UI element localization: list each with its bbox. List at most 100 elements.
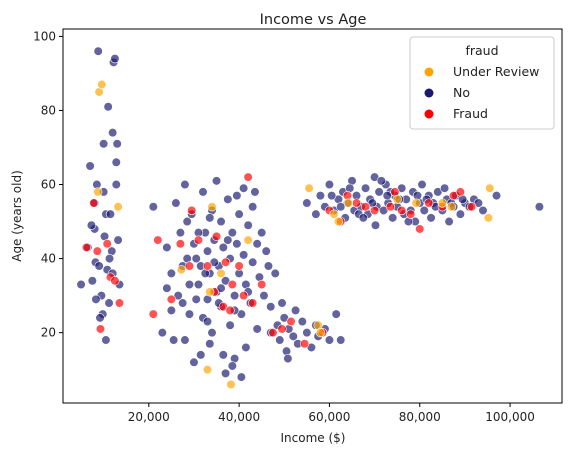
point-fraud — [257, 279, 267, 290]
point-no — [112, 139, 122, 149]
point-no — [99, 139, 109, 149]
point-no — [491, 191, 502, 201]
point-fraud — [234, 261, 244, 271]
point-no — [239, 250, 249, 260]
point-no — [439, 183, 450, 193]
y-tick-label: 40 — [41, 252, 56, 266]
point-no — [162, 283, 172, 293]
point-no — [417, 179, 427, 190]
legend-label-under-review: Under Review — [453, 64, 539, 79]
point-no — [93, 46, 103, 56]
legend: fraud Under Review No Fraud — [409, 36, 555, 130]
point-no — [218, 242, 228, 253]
point-no — [87, 276, 97, 286]
point-no — [180, 179, 190, 190]
point-no — [95, 313, 105, 323]
legend-label-no: No — [453, 85, 470, 100]
point-no — [257, 228, 267, 238]
point-under-review — [93, 187, 103, 197]
point-fraud — [299, 339, 310, 349]
point-no — [288, 331, 298, 341]
point-no — [324, 335, 335, 345]
point-no — [207, 328, 217, 338]
point-fraud — [239, 291, 249, 301]
point-under-review — [97, 79, 107, 90]
point-no — [113, 235, 123, 245]
point-fraud — [369, 205, 380, 216]
legend-label-fraud: Fraud — [453, 106, 488, 121]
point-no — [297, 316, 307, 327]
point-under-review — [113, 202, 123, 212]
point-fraud — [187, 205, 197, 216]
point-no — [76, 279, 86, 290]
point-no — [336, 202, 346, 212]
point-no — [331, 309, 341, 319]
point-no — [227, 361, 237, 371]
y-tick-label: 20 — [41, 326, 56, 340]
point-no — [148, 202, 158, 212]
point-fraud — [385, 202, 395, 212]
x-tick-label: 40,000 — [218, 410, 260, 424]
point-no — [232, 191, 242, 201]
x-axis: 20,000 40,000 60,000 80,000 100,000 — [128, 403, 535, 424]
x-tick-label: 20,000 — [128, 410, 170, 424]
point-fraud — [110, 276, 120, 286]
point-fraud — [175, 239, 186, 249]
point-fraud — [193, 235, 204, 245]
point-under-review — [411, 198, 421, 208]
point-no — [104, 253, 115, 264]
point-fraud — [184, 261, 195, 271]
legend-marker-under-review — [424, 67, 434, 77]
point-no — [202, 316, 213, 327]
point-fraud — [286, 316, 296, 327]
point-fraud — [225, 305, 235, 316]
point-fraud — [202, 261, 213, 271]
point-no — [324, 179, 335, 190]
point-fraud — [81, 242, 92, 253]
point-no — [191, 253, 201, 264]
point-no — [223, 194, 233, 204]
y-axis: 20 40 60 80 100 — [33, 29, 63, 340]
point-under-review — [343, 198, 354, 208]
point-fraud — [220, 257, 231, 267]
point-no — [157, 328, 167, 338]
point-no — [91, 294, 101, 304]
point-fraud — [166, 294, 176, 304]
point-no — [86, 220, 97, 230]
point-no — [266, 302, 276, 312]
point-no — [374, 187, 384, 197]
points-layer — [76, 46, 545, 390]
point-fraud — [89, 198, 99, 208]
point-no — [196, 350, 206, 360]
point-under-review — [485, 183, 495, 193]
point-fraud — [148, 309, 158, 319]
point-no — [184, 309, 195, 319]
point-no — [111, 157, 121, 167]
x-tick-label: 100,000 — [485, 410, 535, 424]
point-fraud — [243, 172, 253, 182]
x-tick-label: 80,000 — [399, 410, 441, 424]
point-no — [105, 209, 116, 219]
point-no — [180, 335, 190, 345]
point-under-review — [315, 328, 326, 338]
point-no — [315, 191, 326, 201]
point-no — [336, 335, 346, 345]
point-no — [239, 183, 249, 193]
point-fraud — [351, 198, 362, 208]
point-no — [388, 213, 398, 223]
point-no — [534, 202, 545, 212]
point-no — [327, 191, 337, 201]
point-no — [205, 213, 215, 223]
point-fraud — [424, 198, 434, 208]
y-tick-label: 100 — [33, 29, 56, 43]
point-under-review — [205, 287, 215, 297]
y-axis-title: Age (years old) — [10, 170, 24, 262]
point-no — [241, 342, 251, 353]
point-no — [198, 187, 208, 197]
point-no — [252, 324, 262, 334]
y-tick-label: 60 — [41, 178, 56, 192]
point-no — [444, 216, 454, 227]
point-fraud — [92, 246, 102, 256]
point-no — [370, 220, 381, 230]
point-no — [182, 216, 192, 227]
